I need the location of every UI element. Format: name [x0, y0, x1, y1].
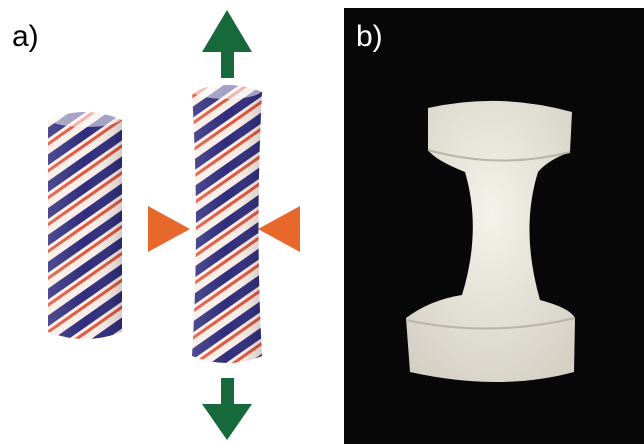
arrow-up — [202, 10, 252, 78]
panel-label: a) — [12, 20, 39, 53]
compress-arrow-left — [148, 206, 190, 252]
arrow-down — [202, 378, 252, 440]
cylinder-relaxed — [48, 109, 122, 339]
panel-label: b) — [356, 20, 383, 53]
figure: a) b) — [0, 0, 644, 444]
cylinder-stretched — [192, 81, 262, 363]
compress-arrow-right — [258, 206, 300, 252]
